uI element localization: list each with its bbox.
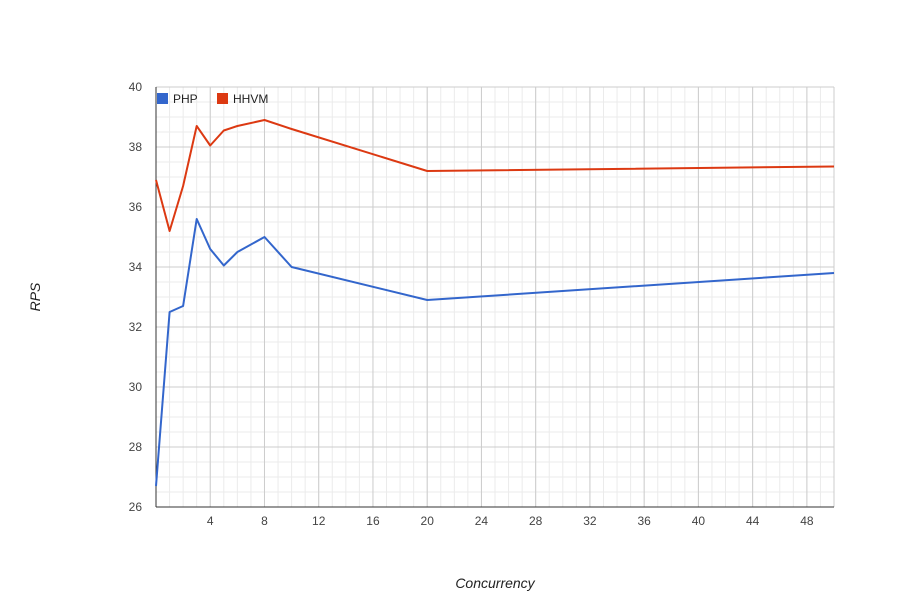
y-axis-title: RPS — [27, 282, 43, 311]
y-tick-label: 36 — [129, 200, 143, 214]
y-tick-label: 34 — [129, 260, 143, 274]
x-tick-label: 28 — [529, 514, 543, 528]
y-tick-label: 28 — [129, 440, 143, 454]
series-layer — [155, 119, 835, 487]
y-tick-label: 32 — [129, 320, 143, 334]
x-tick-label: 48 — [800, 514, 814, 528]
x-tick-label: 24 — [475, 514, 489, 528]
series-line-hhvm — [155, 119, 835, 232]
major-gridlines — [156, 86, 835, 507]
axes — [155, 87, 834, 508]
legend-label-hhvm: HHVM — [233, 92, 268, 106]
x-tick-label: 44 — [746, 514, 760, 528]
series-line-php — [155, 218, 835, 487]
x-tick-label: 4 — [207, 514, 214, 528]
y-tick-label: 30 — [129, 380, 143, 394]
legend-swatch-hhvm — [217, 93, 228, 104]
x-tick-label: 16 — [366, 514, 380, 528]
x-tick-label: 12 — [312, 514, 326, 528]
legend: PHP HHVM — [157, 92, 268, 106]
y-tick-label: 26 — [129, 500, 143, 514]
y-tick-label: 40 — [129, 80, 143, 94]
x-tick-label: 8 — [261, 514, 268, 528]
x-tick-label: 40 — [692, 514, 706, 528]
x-tick-label: 36 — [637, 514, 651, 528]
x-axis-title: Concurrency — [455, 575, 535, 591]
x-tick-label: 32 — [583, 514, 597, 528]
legend-swatch-php — [157, 93, 168, 104]
y-tick-label: 38 — [129, 140, 143, 154]
x-tick-label: 20 — [421, 514, 435, 528]
minor-gridlines — [156, 87, 834, 507]
legend-label-php: PHP — [173, 92, 198, 106]
